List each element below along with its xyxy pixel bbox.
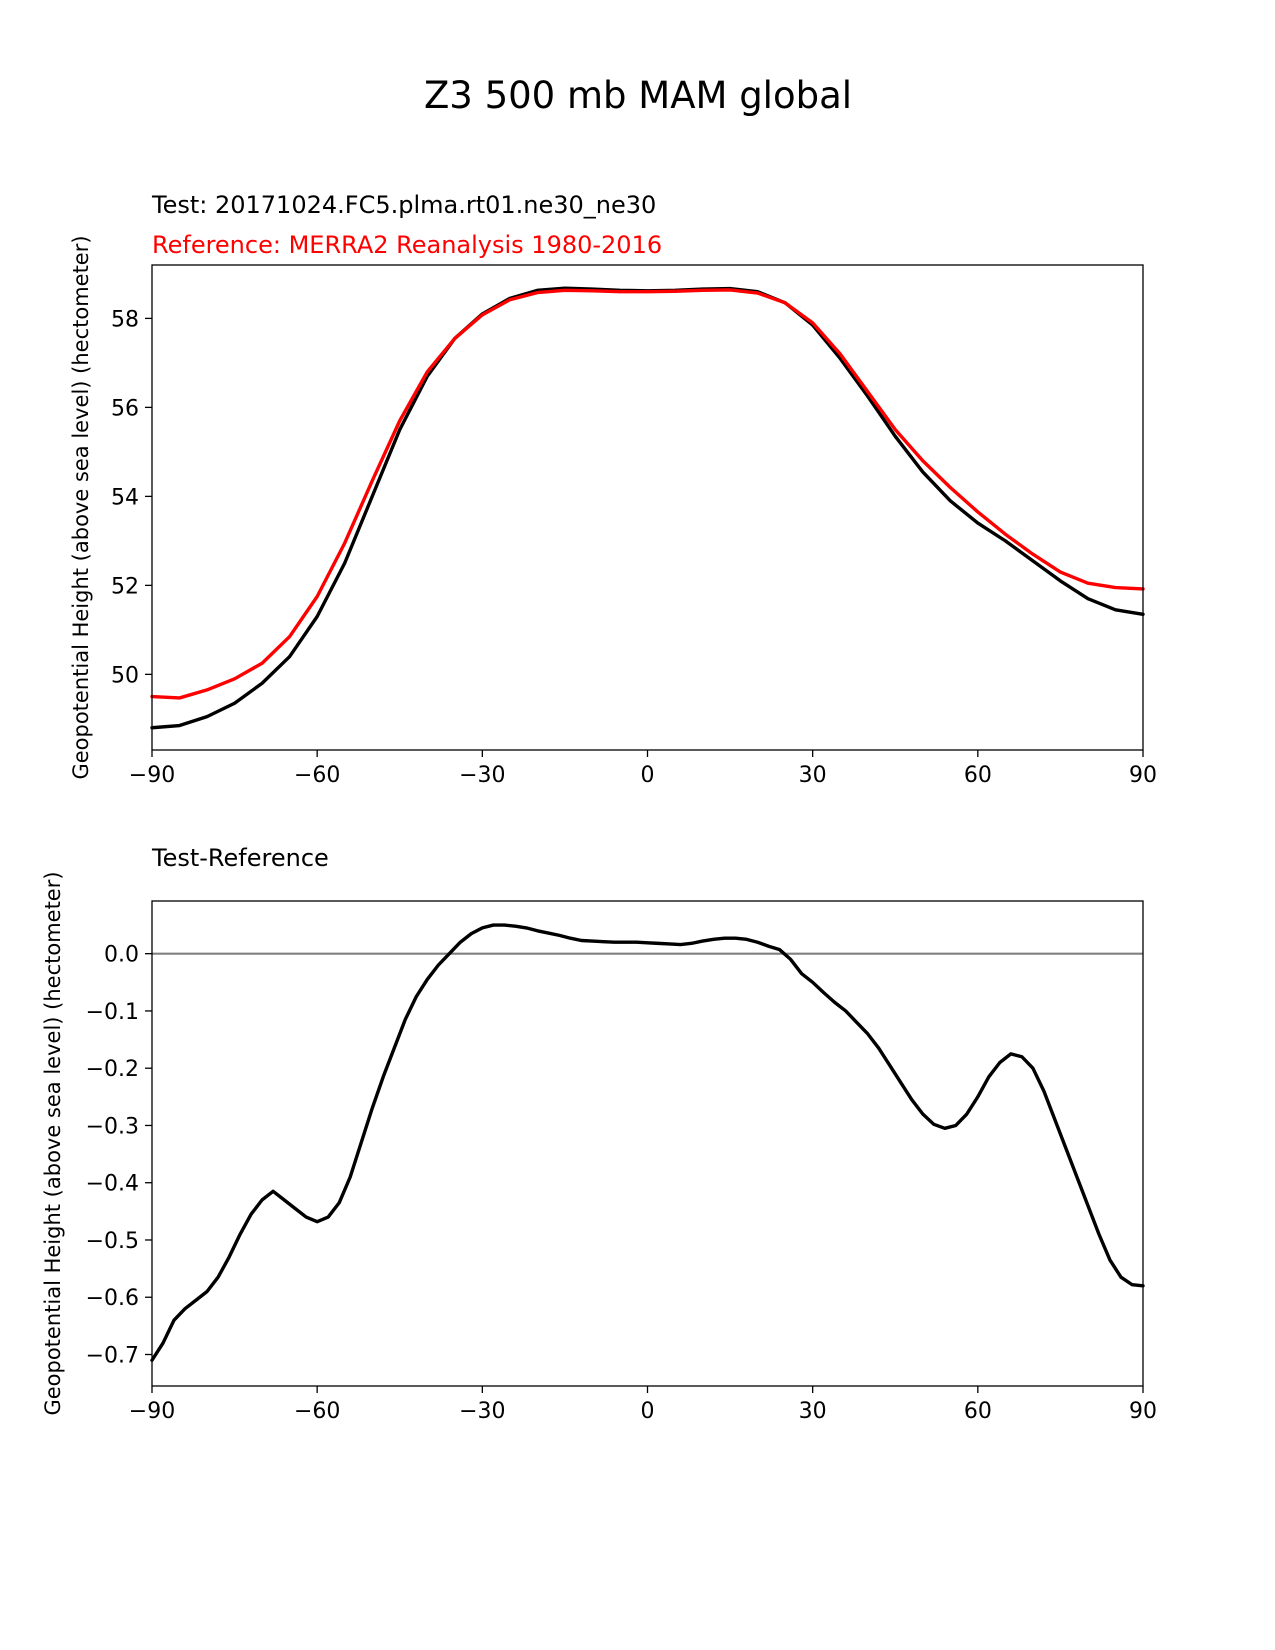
x-tick-label: 90 <box>1129 763 1157 788</box>
y-tick-label: −0.3 <box>86 1114 139 1139</box>
bottom-series <box>150 923 1145 1362</box>
bottom-panel: Test-Reference −90 −60 −30 0 30 60 90 0.0 −0.1 −0… <box>41 844 1157 1424</box>
series-line-test-reference <box>150 923 1145 1362</box>
y-tick-label: −0.1 <box>86 1000 139 1025</box>
test-title: Test: 20171024.FC5.plma.rt01.ne30_ne30 <box>151 191 656 219</box>
x-tick-label: −60 <box>294 1399 340 1424</box>
x-tick-label: 0 <box>641 1399 655 1424</box>
series-line-reference <box>150 288 1145 700</box>
top-plot-frame <box>151 264 1144 751</box>
x-tick-label: 60 <box>964 1399 992 1424</box>
y-tick-label: 54 <box>111 485 139 510</box>
x-tick-label: −30 <box>459 763 505 788</box>
reference-title: Reference: MERRA2 Reanalysis 1980-2016 <box>152 231 662 259</box>
x-tick-label: −30 <box>459 1399 505 1424</box>
x-tick-label: 90 <box>1129 1399 1157 1424</box>
series-line-test <box>150 286 1145 730</box>
bottom-plot-frame <box>151 900 1144 1387</box>
y-tick-label: 0.0 <box>104 943 139 968</box>
bottom-ticks: −90 −60 −30 0 30 60 90 0.0 −0.1 −0.2 −0.3 −0.4 −0.5 −… <box>86 943 1157 1424</box>
top-panel: Test: 20171024.FC5.plma.rt01.ne30_ne30 R… <box>69 191 1157 788</box>
y-tick-label: −0.6 <box>86 1286 139 1311</box>
x-tick-label: 30 <box>799 763 827 788</box>
y-tick-label: 58 <box>111 307 139 332</box>
x-tick-label: −90 <box>129 763 175 788</box>
x-tick-label: 60 <box>964 763 992 788</box>
y-tick-label: −0.5 <box>86 1229 139 1254</box>
y-tick-label: 50 <box>111 663 139 688</box>
y-tick-label: −0.7 <box>86 1344 139 1369</box>
difference-title: Test-Reference <box>151 844 329 872</box>
x-tick-label: −60 <box>294 763 340 788</box>
y-tick-label: −0.2 <box>86 1057 139 1082</box>
y-tick-label: −0.4 <box>86 1172 139 1197</box>
top-y-axis-label: Geopotential Height (above sea level) (h… <box>69 235 93 779</box>
y-tick-label: 52 <box>111 574 139 599</box>
top-series <box>150 286 1145 730</box>
x-tick-label: 30 <box>799 1399 827 1424</box>
x-tick-label: −90 <box>129 1399 175 1424</box>
top-ticks: −90 −60 −30 0 30 60 90 50 52 54 56 58 <box>111 307 1157 788</box>
y-tick-label: 56 <box>111 396 139 421</box>
x-tick-label: 0 <box>641 763 655 788</box>
figure-title: Z3 500 mb MAM global <box>424 74 852 117</box>
bottom-y-axis-label: Geopotential Height (above sea level) (h… <box>41 871 65 1415</box>
